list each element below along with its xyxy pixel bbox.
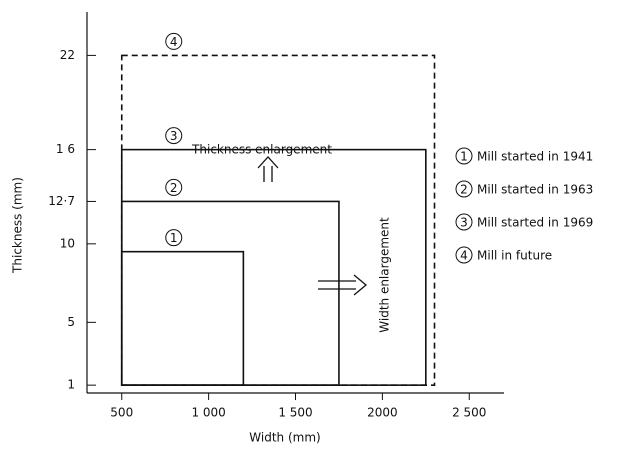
x-axis-title: Width (mm) [249, 431, 320, 445]
range-label: 1 [170, 231, 178, 245]
x-tick-label: 500 [110, 406, 133, 420]
label-circle [165, 178, 183, 196]
y-axis-title: Thickness (mm) [11, 177, 25, 274]
legend-label: Mill started in 1963 [477, 183, 593, 197]
legend-label: Mill started in 1941 [477, 150, 593, 164]
y-tick-label: 1 6 [56, 142, 75, 156]
range-label: 2 [170, 181, 178, 195]
range-label: 4 [170, 35, 178, 49]
legend-number: 4 [460, 249, 468, 263]
label-circle [165, 32, 183, 50]
legend-number: 3 [460, 216, 468, 230]
legend-circle [455, 246, 473, 264]
label-circle [165, 127, 183, 145]
y-tick-label: 22 [60, 48, 75, 62]
width-arrow [318, 274, 368, 296]
annotation: Width enlargement [378, 217, 392, 333]
mill-range [120, 54, 436, 386]
range-label: 3 [170, 129, 178, 143]
legend-label: Mill in future [477, 249, 552, 263]
x-tick-label: 1 000 [191, 406, 225, 420]
thickness-arrow [257, 156, 279, 182]
legend-circle [455, 213, 473, 231]
y-tick-label: 1 [67, 378, 75, 392]
label-circle [165, 229, 183, 247]
legend-circle [455, 180, 473, 198]
y-tick-label: 12·7 [48, 194, 75, 208]
y-tick-label: 10 [60, 236, 75, 250]
x-tick-label: 1 500 [278, 406, 312, 420]
mill-range [120, 250, 245, 386]
legend-label: Mill started in 1969 [477, 216, 593, 230]
y-tick-label: 5 [67, 315, 75, 329]
legend-circle [455, 147, 473, 165]
x-tick-label: 2 500 [452, 406, 486, 420]
legend-number: 2 [460, 183, 468, 197]
legend-number: 1 [460, 150, 468, 164]
x-tick-label: 2000 [367, 406, 398, 420]
mill-range [120, 200, 340, 386]
